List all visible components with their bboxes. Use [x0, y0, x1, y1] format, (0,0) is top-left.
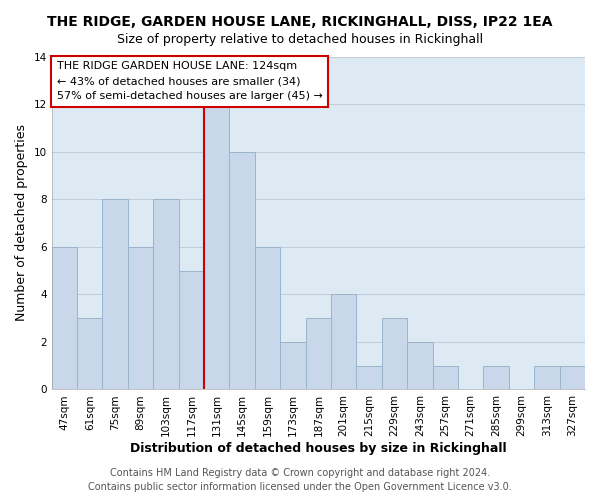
Bar — [229, 152, 255, 390]
Bar — [179, 270, 204, 390]
Text: THE RIDGE, GARDEN HOUSE LANE, RICKINGHALL, DISS, IP22 1EA: THE RIDGE, GARDEN HOUSE LANE, RICKINGHAL… — [47, 15, 553, 29]
Bar — [560, 366, 585, 390]
Bar — [484, 366, 509, 390]
Text: Contains HM Land Registry data © Crown copyright and database right 2024.
Contai: Contains HM Land Registry data © Crown c… — [88, 468, 512, 492]
Bar — [534, 366, 560, 390]
Bar — [153, 199, 179, 390]
Bar — [255, 247, 280, 390]
Bar — [356, 366, 382, 390]
X-axis label: Distribution of detached houses by size in Rickinghall: Distribution of detached houses by size … — [130, 442, 506, 455]
Bar — [103, 199, 128, 390]
Bar — [77, 318, 103, 390]
Bar — [331, 294, 356, 390]
Bar — [407, 342, 433, 390]
Bar — [128, 247, 153, 390]
Text: THE RIDGE GARDEN HOUSE LANE: 124sqm
← 43% of detached houses are smaller (34)
57: THE RIDGE GARDEN HOUSE LANE: 124sqm ← 43… — [57, 62, 323, 101]
Bar — [280, 342, 305, 390]
Text: Size of property relative to detached houses in Rickinghall: Size of property relative to detached ho… — [117, 32, 483, 46]
Bar — [52, 247, 77, 390]
Bar — [204, 104, 229, 390]
Bar — [305, 318, 331, 390]
Bar — [382, 318, 407, 390]
Y-axis label: Number of detached properties: Number of detached properties — [15, 124, 28, 322]
Bar — [433, 366, 458, 390]
